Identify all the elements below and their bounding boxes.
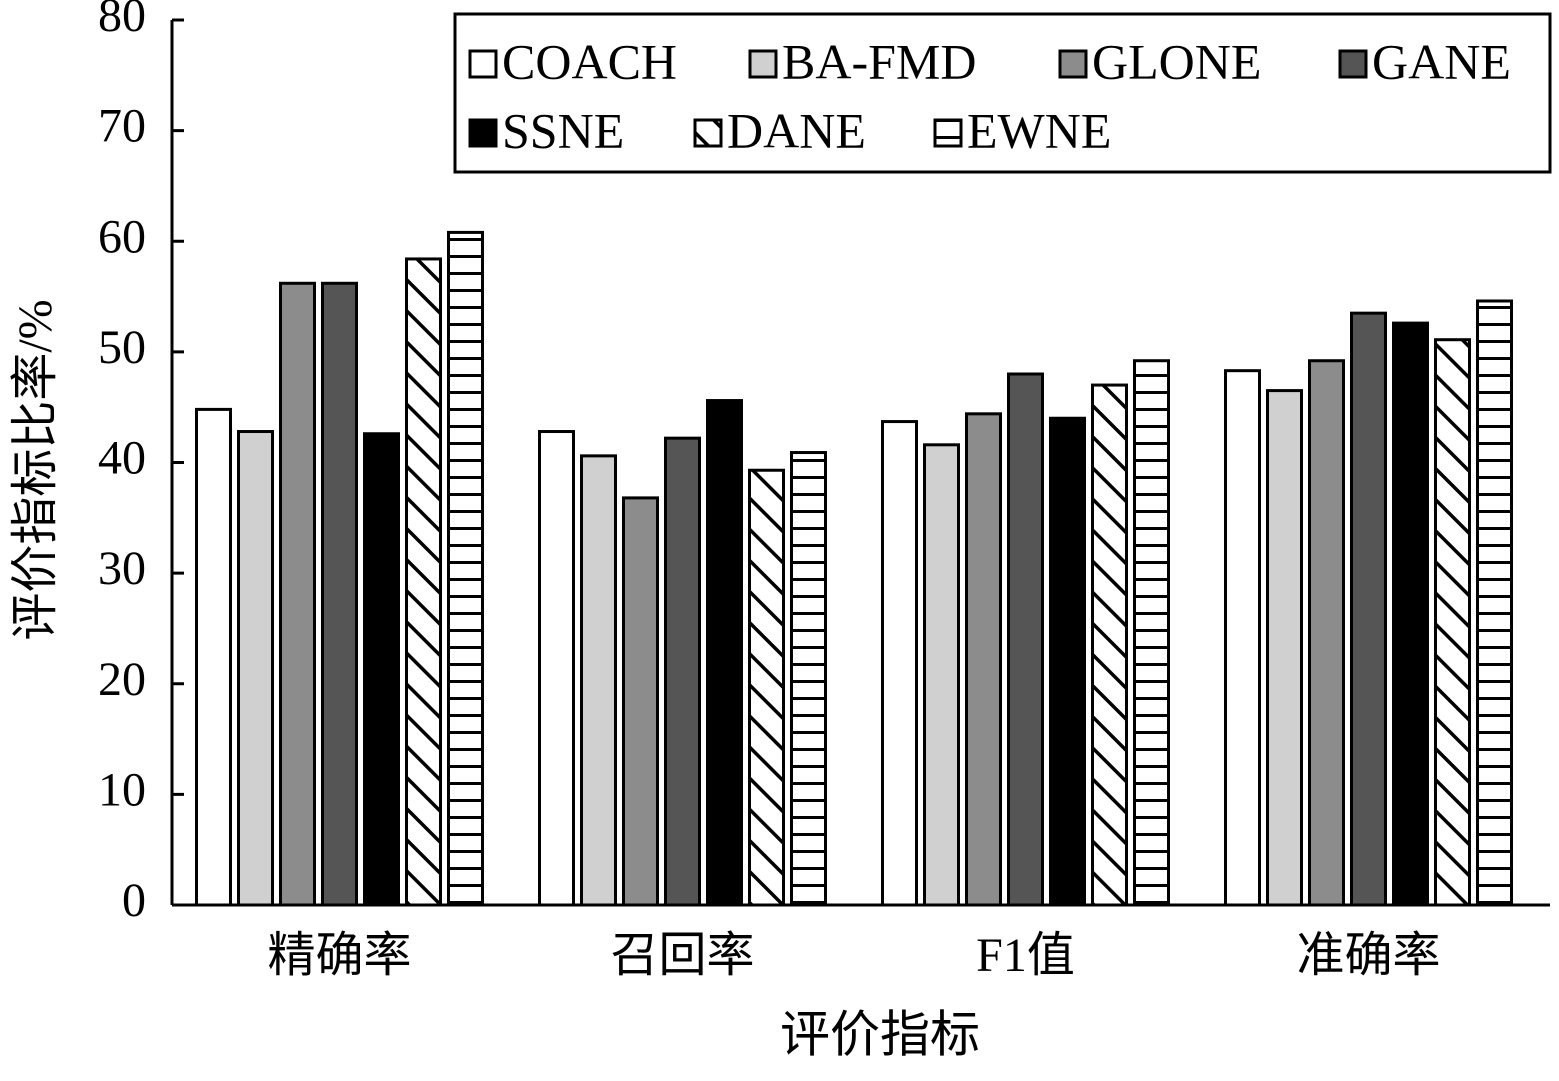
x-tick-label: 准确率 [1296, 929, 1440, 982]
y-tick-label: 40 [98, 432, 146, 485]
bar [1049, 416, 1086, 907]
bar [923, 443, 960, 907]
legend-box [453, 12, 1552, 174]
bar [1007, 372, 1044, 907]
legend-swatch [468, 118, 498, 148]
y-tick-label: 20 [98, 653, 146, 706]
y-tick-label: 80 [98, 0, 146, 42]
bar [1266, 389, 1303, 907]
bar [1308, 359, 1345, 907]
legend-swatch [693, 118, 723, 148]
bar [405, 257, 442, 907]
y-tick-label: 10 [98, 763, 146, 816]
legend-label: DANE [727, 102, 866, 158]
legend-label: BA-FMD [782, 33, 976, 89]
x-axis-label: 评价指标 [780, 1006, 980, 1062]
bar [237, 430, 274, 907]
bar [622, 496, 659, 907]
x-tick-label: F1值 [976, 929, 1075, 982]
x-tick-label: 召回率 [610, 929, 754, 982]
legend-label: EWNE [967, 102, 1111, 158]
y-tick-label: 60 [98, 210, 146, 263]
bar [363, 432, 400, 907]
bar [1350, 311, 1387, 907]
bar [706, 399, 743, 907]
bar [538, 430, 575, 907]
bar [664, 436, 701, 907]
bar [580, 454, 617, 907]
y-tick-label: 70 [98, 100, 146, 153]
legend-label: GLONE [1092, 33, 1261, 89]
bar [321, 281, 358, 907]
bar [965, 412, 1002, 907]
x-tick-label: 精确率 [267, 929, 411, 982]
y-axis-label: 评价指标比率/% [9, 299, 62, 640]
bar [279, 281, 316, 907]
y-tick-label: 50 [98, 321, 146, 374]
legend-label: GANE [1372, 33, 1511, 89]
y-tick-label: 0 [122, 874, 146, 927]
bar [1434, 338, 1471, 907]
bar [1392, 321, 1429, 907]
y-tick-label: 30 [98, 542, 146, 595]
bar [1091, 383, 1128, 907]
bar [1224, 369, 1261, 907]
bar [1476, 299, 1513, 907]
legend-swatch [1338, 49, 1368, 79]
bar [447, 230, 484, 907]
legend-swatch [748, 49, 778, 79]
legend-swatch [468, 49, 498, 79]
bar [195, 407, 232, 907]
bar [748, 468, 785, 907]
legend-swatch [933, 118, 963, 148]
bar [881, 420, 918, 907]
legend-swatch [1058, 49, 1088, 79]
bar [790, 451, 827, 907]
legend-label: COACH [502, 33, 677, 89]
bar [1133, 359, 1170, 907]
legend-label: SSNE [502, 102, 624, 158]
